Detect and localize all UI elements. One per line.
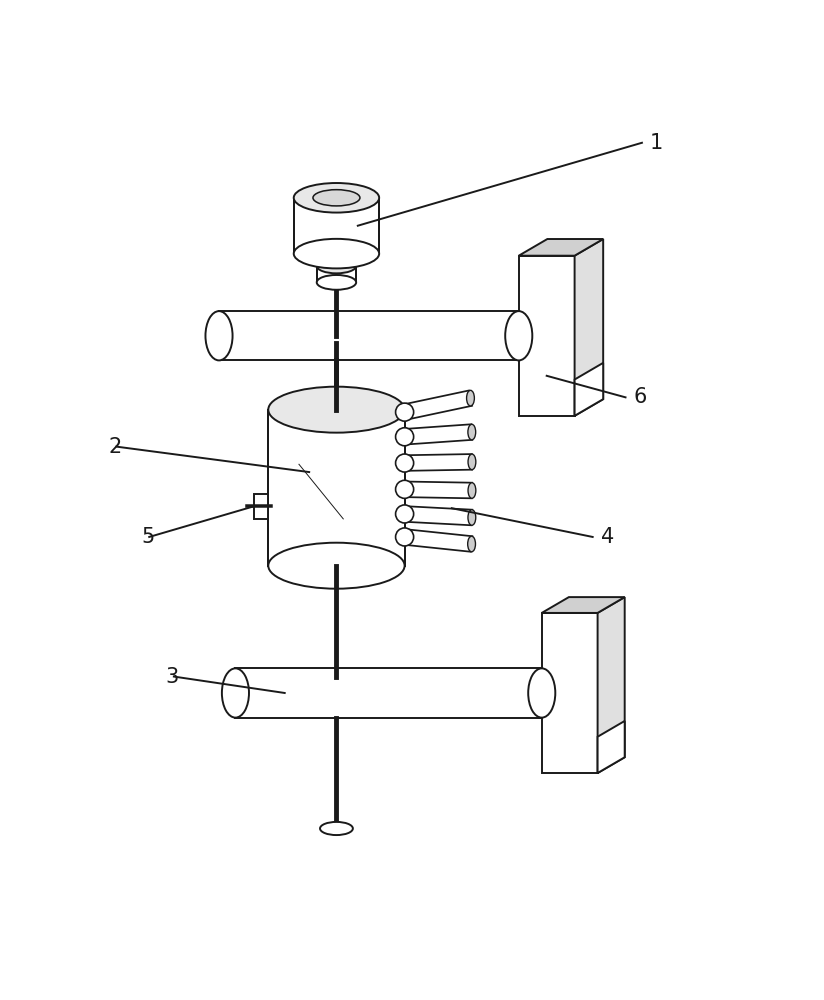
- Ellipse shape: [468, 510, 475, 525]
- Ellipse shape: [269, 543, 405, 589]
- Ellipse shape: [269, 387, 405, 433]
- Polygon shape: [597, 721, 625, 773]
- Polygon shape: [405, 482, 472, 498]
- Polygon shape: [403, 390, 472, 420]
- Circle shape: [396, 403, 414, 421]
- Ellipse shape: [468, 536, 475, 552]
- Polygon shape: [597, 597, 625, 773]
- Polygon shape: [574, 239, 603, 416]
- Text: 5: 5: [141, 527, 154, 547]
- Circle shape: [396, 480, 414, 498]
- Text: 4: 4: [601, 527, 614, 547]
- Polygon shape: [541, 597, 625, 613]
- Ellipse shape: [468, 424, 475, 440]
- Polygon shape: [519, 256, 574, 416]
- Ellipse shape: [313, 190, 360, 206]
- Ellipse shape: [222, 668, 249, 718]
- Circle shape: [396, 505, 414, 523]
- Ellipse shape: [468, 483, 475, 498]
- Text: 6: 6: [634, 387, 647, 407]
- Polygon shape: [236, 668, 541, 718]
- Text: 3: 3: [166, 667, 179, 687]
- Polygon shape: [293, 198, 379, 254]
- Ellipse shape: [293, 239, 379, 268]
- Polygon shape: [269, 410, 405, 566]
- Circle shape: [396, 428, 414, 446]
- Ellipse shape: [466, 390, 475, 406]
- Polygon shape: [404, 529, 472, 552]
- Text: 1: 1: [650, 133, 663, 153]
- Polygon shape: [574, 363, 603, 416]
- Polygon shape: [405, 454, 472, 471]
- Polygon shape: [541, 613, 597, 773]
- Polygon shape: [219, 311, 519, 360]
- Polygon shape: [519, 239, 603, 256]
- Circle shape: [396, 454, 414, 472]
- Polygon shape: [404, 424, 472, 445]
- Polygon shape: [316, 266, 356, 282]
- Polygon shape: [405, 506, 472, 525]
- Ellipse shape: [320, 822, 353, 835]
- Text: 2: 2: [108, 437, 121, 457]
- Circle shape: [396, 528, 414, 546]
- Ellipse shape: [293, 183, 379, 213]
- Ellipse shape: [316, 275, 356, 290]
- Polygon shape: [254, 494, 269, 519]
- Ellipse shape: [316, 259, 356, 273]
- Ellipse shape: [468, 454, 475, 470]
- Ellipse shape: [505, 311, 532, 360]
- Ellipse shape: [205, 311, 232, 360]
- Ellipse shape: [528, 668, 555, 718]
